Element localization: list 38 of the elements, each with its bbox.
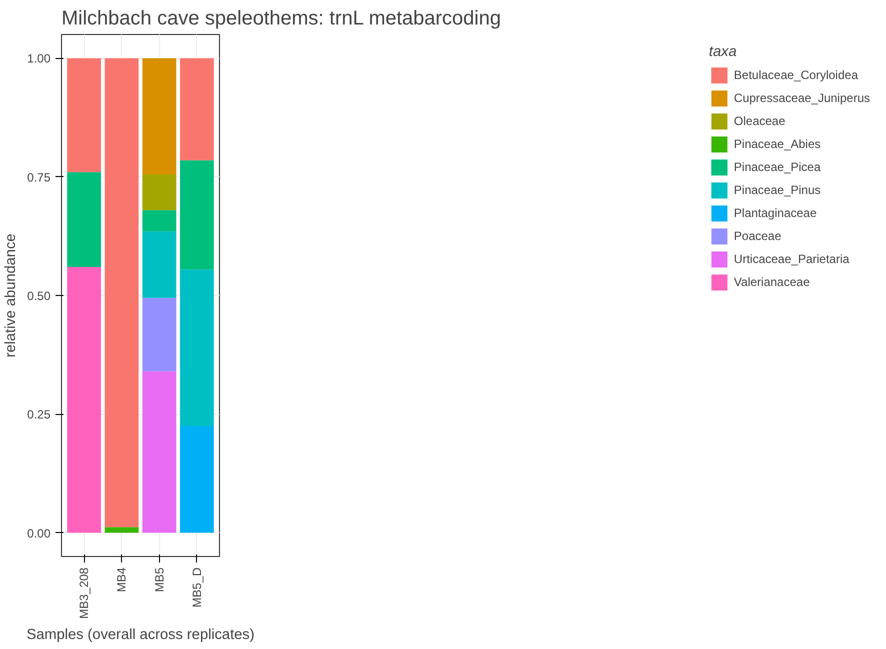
legend-label: Poaceae	[734, 229, 782, 243]
legend-label: Betulaceae_Coryloidea	[734, 68, 858, 82]
legend-title: taxa	[708, 44, 738, 60]
y-tick-label: 0.50	[27, 289, 51, 303]
bar	[104, 527, 139, 533]
legend-label: Pinaceae_Pinus	[734, 183, 821, 197]
legend-label: Oleaceae	[734, 114, 786, 128]
legend-label: Urticaceae_Parietaria	[734, 252, 850, 266]
x-axis-title: Samples (overall across replicates)	[26, 626, 255, 643]
text: Milchbach cave speleothems: trnL metabarcoding	[62, 8, 501, 30]
legend-label: Pinaceae_Abies	[734, 137, 821, 151]
y-tick-label: 0.25	[27, 408, 51, 422]
legend-label: Plantaginaceae	[734, 206, 817, 220]
x-tick-label: MB4	[114, 567, 129, 592]
y-tick-label: 0.00	[27, 526, 51, 540]
y-tick-label: 1.00	[27, 52, 51, 66]
x-tick-label: MB5	[152, 567, 166, 592]
legend-label: Valerianaceae	[734, 275, 810, 289]
bar	[180, 160, 214, 270]
bar	[67, 267, 101, 533]
bar	[67, 58, 101, 172]
bar	[180, 58, 214, 160]
bar	[142, 210, 176, 232]
bar	[142, 174, 176, 210]
y-axis-title: relative abundance	[3, 234, 20, 358]
bar	[180, 269, 214, 426]
bar	[104, 58, 139, 528]
bar	[142, 58, 176, 174]
bar	[180, 426, 214, 533]
y-tick-label: 0.75	[27, 170, 51, 184]
legend-label: Cupressaceae_Juniperus	[734, 91, 870, 105]
x-tick-label: MB3_208	[77, 567, 92, 619]
bar	[142, 298, 176, 372]
bar	[67, 172, 101, 268]
x-tick-label: MB5_D	[190, 567, 204, 608]
bar	[142, 231, 176, 298]
legend-label: Pinaceae_Picea	[734, 160, 821, 174]
bar	[142, 371, 176, 533]
